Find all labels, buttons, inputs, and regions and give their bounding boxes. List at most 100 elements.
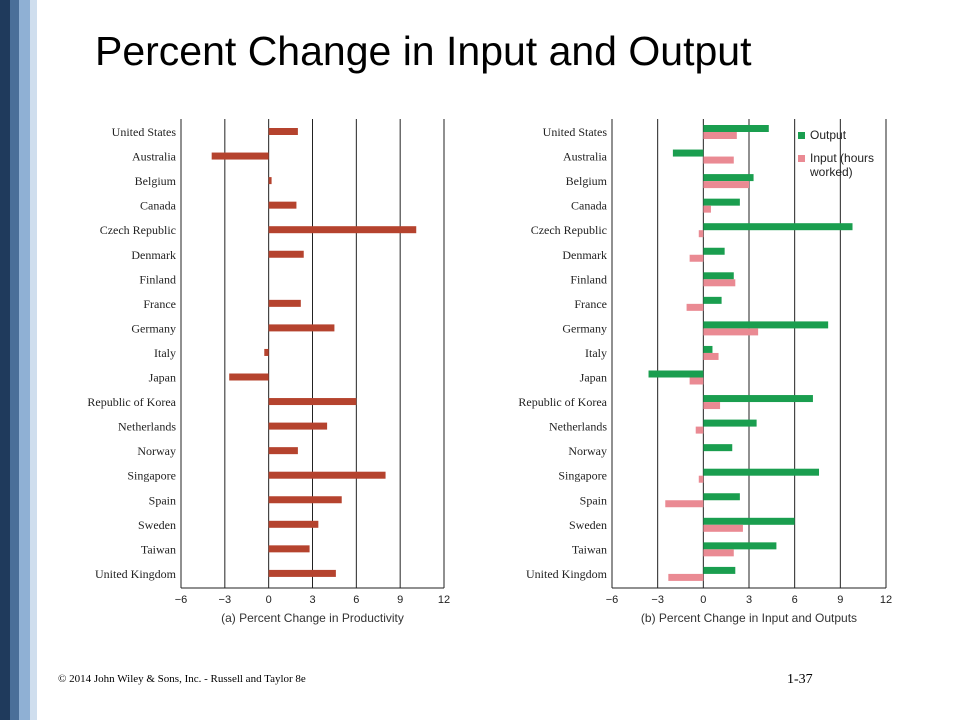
input-output-bar-input: [698, 230, 704, 238]
productivity-bar-productivity: [268, 545, 310, 553]
productivity-category-label: United Kingdom: [95, 567, 177, 581]
input-output-bar-input: [703, 549, 734, 557]
productivity-category-label: Singapore: [127, 469, 176, 483]
input-output-category-label: Japan: [580, 371, 607, 385]
input-output-bar-input: [703, 524, 743, 532]
decor-stripe-light: [19, 0, 30, 720]
productivity-bar-productivity: [268, 398, 357, 406]
productivity-bar-productivity: [268, 226, 417, 234]
input-output-tick-label: 9: [837, 594, 843, 606]
productivity-bar-productivity: [268, 471, 386, 479]
productivity-bar-productivity: [268, 520, 319, 528]
productivity-category-label: Germany: [131, 321, 176, 335]
productivity-bar-productivity: [268, 177, 272, 185]
legend-label: worked): [809, 165, 853, 179]
input-output-bar-output: [703, 444, 733, 452]
input-output-tick-label: 3: [746, 594, 752, 606]
input-output-category-label: Canada: [571, 199, 608, 213]
productivity-bar-productivity: [268, 128, 298, 135]
input-output-bar-input: [668, 573, 704, 581]
input-output-bar-output: [703, 223, 853, 231]
productivity-bar-productivity: [268, 569, 336, 577]
input-output-bar-output: [703, 125, 769, 132]
input-output-bar-input: [689, 377, 704, 385]
input-output-bar-output: [703, 247, 725, 255]
productivity-category-label: Norway: [137, 444, 176, 458]
productivity-tick-label: 3: [309, 594, 315, 606]
input-output-bar-output: [703, 566, 736, 574]
input-output-bar-input: [695, 426, 704, 434]
productivity-tick-label: −3: [219, 594, 232, 606]
input-output-category-label: Republic of Korea: [518, 395, 607, 409]
productivity-category-label: Netherlands: [118, 420, 176, 434]
productivity-bar-productivity: [268, 422, 328, 430]
input-output-category-label: Taiwan: [572, 542, 607, 556]
input-output-bar-input: [703, 205, 711, 213]
input-output-bar-output: [703, 198, 740, 206]
copyright-footer: © 2014 John Wiley & Sons, Inc. - Russell…: [58, 673, 306, 685]
productivity-bar-productivity: [268, 250, 304, 258]
input-output-bar-input: [703, 279, 736, 287]
productivity-tick-label: 6: [353, 594, 359, 606]
legend-swatch: [798, 132, 805, 139]
input-output-xlabel: (b) Percent Change in Input and Outputs: [641, 611, 857, 625]
input-output-bar-input: [698, 475, 704, 483]
productivity-category-label: Spain: [149, 493, 176, 507]
productivity-bar-productivity: [268, 299, 301, 307]
input-output-bar-output: [672, 149, 704, 157]
legend-label: Output: [810, 128, 847, 142]
productivity-category-label: Sweden: [138, 518, 176, 532]
input-output-bar-output: [703, 321, 829, 329]
input-output-category-label: France: [574, 297, 607, 311]
productivity-bar-productivity: [264, 348, 269, 356]
input-output-category-label: Netherlands: [549, 420, 607, 434]
decor-stripe-mid: [10, 0, 19, 720]
input-output-bar-input: [703, 132, 737, 139]
productivity-category-label: France: [143, 297, 176, 311]
productivity-category-label: Finland: [139, 272, 176, 286]
input-output-bar-output: [703, 419, 757, 427]
productivity-category-label: Belgium: [135, 174, 177, 188]
productivity-category-label: Italy: [154, 346, 176, 360]
input-output-bar-output: [703, 542, 777, 550]
input-output-category-label: Norway: [568, 444, 607, 458]
productivity-category-label: Republic of Korea: [87, 395, 176, 409]
page-number: 1-37: [787, 672, 813, 687]
decor-stripe-pale: [30, 0, 37, 720]
input-output-bar-input: [703, 352, 719, 360]
input-output-bar-input: [703, 181, 749, 189]
input-output-bar-input: [703, 402, 721, 410]
input-output-tick-label: 6: [792, 594, 798, 606]
legend-swatch: [798, 155, 805, 162]
input-output-bar-input: [703, 156, 734, 164]
productivity-bar-productivity: [268, 201, 297, 209]
input-output-bar-output: [703, 272, 734, 280]
productivity-category-label: United States: [112, 125, 177, 139]
productivity-bar-productivity: [268, 324, 335, 332]
input-output-category-label: United Kingdom: [526, 567, 608, 581]
productivity-tick-label: 12: [438, 594, 450, 606]
input-output-tick-label: −3: [651, 594, 664, 606]
input-output-bar-output: [648, 370, 704, 378]
input-output-bar-output: [703, 345, 713, 353]
productivity-category-label: Taiwan: [141, 542, 176, 556]
input-output-bar-output: [703, 395, 813, 403]
input-output-category-label: Czech Republic: [531, 223, 607, 237]
input-output-bar-input: [703, 328, 759, 336]
productivity-tick-label: 0: [266, 594, 272, 606]
input-output-bar-output: [703, 296, 722, 304]
productivity-tick-label: 9: [397, 594, 403, 606]
decor-stripe-dark: [0, 0, 10, 720]
input-output-tick-label: 12: [880, 594, 892, 606]
input-output-category-label: Denmark: [562, 248, 607, 262]
input-output-bar-output: [703, 493, 740, 501]
productivity-bar-productivity: [268, 447, 298, 455]
productivity-bar-productivity: [268, 496, 342, 504]
input-output-category-label: Italy: [585, 346, 607, 360]
input-output-category-label: Spain: [580, 493, 607, 507]
input-output-category-label: United States: [543, 125, 608, 139]
slide-title: Percent Change in Input and Output: [95, 28, 752, 74]
input-output-tick-label: 0: [700, 594, 706, 606]
productivity-category-label: Canada: [140, 199, 177, 213]
input-output-tick-label: −6: [606, 594, 619, 606]
